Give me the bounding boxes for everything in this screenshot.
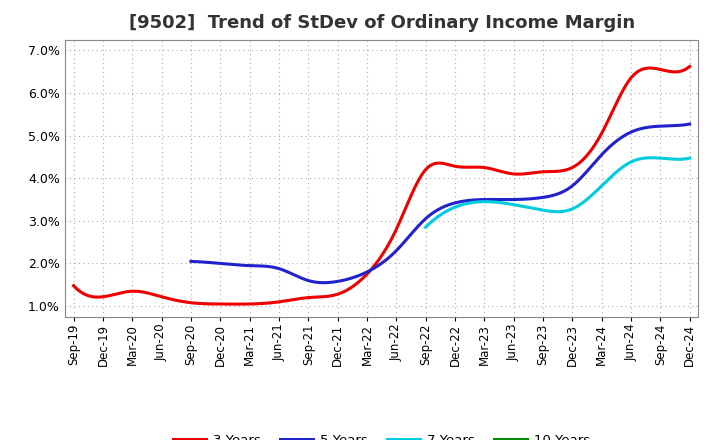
Legend: 3 Years, 5 Years, 7 Years, 10 Years: 3 Years, 5 Years, 7 Years, 10 Years [168,429,595,440]
Title: [9502]  Trend of StDev of Ordinary Income Margin: [9502] Trend of StDev of Ordinary Income… [129,15,634,33]
